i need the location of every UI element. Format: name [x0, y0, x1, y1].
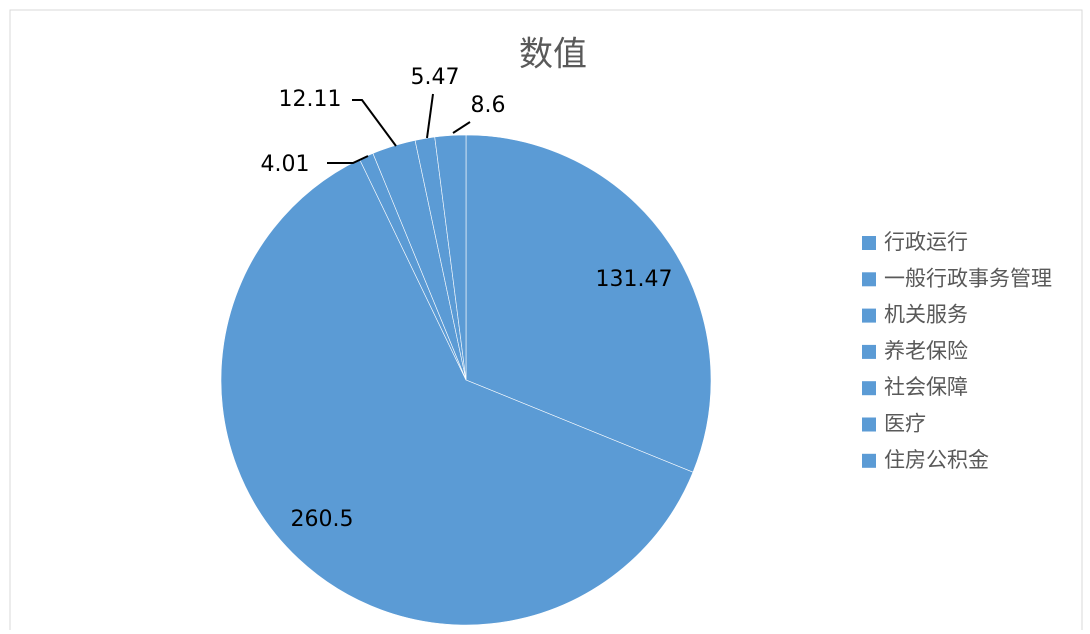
data-label: 8.6	[471, 93, 506, 118]
legend-marker	[862, 308, 876, 323]
data-label: 260.5	[291, 507, 354, 532]
leader-line	[426, 93, 434, 139]
data-label: 131.47	[596, 267, 673, 292]
legend-marker	[862, 272, 876, 287]
chart-title: 数值	[519, 35, 587, 75]
legend-label: 住房公积金	[884, 448, 989, 472]
leader-line	[452, 121, 471, 134]
leader-line	[327, 155, 369, 164]
pie-slice	[220, 158, 694, 626]
legend-label: 养老保险	[884, 339, 968, 363]
legend-label: 行政运行	[884, 230, 968, 254]
legend-marker	[862, 453, 876, 468]
legend-marker	[862, 236, 876, 250]
legend-marker	[862, 344, 876, 359]
leader-line	[352, 99, 397, 147]
pie-slice	[434, 134, 467, 381]
pie-slice	[465, 134, 712, 473]
legend-label: 社会保障	[884, 375, 968, 399]
legend-marker	[862, 381, 876, 396]
legend-marker	[862, 417, 876, 432]
data-label: 12.11	[279, 87, 342, 112]
legend-label: 一般行政事务管理	[884, 266, 1052, 290]
data-label: 4.01	[261, 152, 310, 177]
legend-label: 机关服务	[884, 303, 968, 327]
pie: 131.47 260.5 4.01 12.11 5.47 8.6	[220, 65, 712, 626]
data-label: 5.47	[411, 65, 460, 90]
legend-label: 医疗	[884, 412, 926, 436]
